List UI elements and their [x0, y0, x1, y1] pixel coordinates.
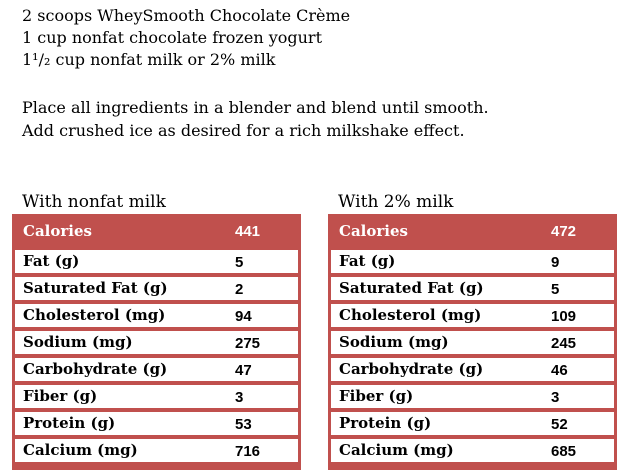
nutrient-label: Fiber (g) — [339, 387, 414, 405]
nutrient-value: 685 — [551, 443, 577, 460]
nutrient-label: Calories — [23, 222, 92, 240]
nutrient-label: Calcium (mg) — [23, 441, 138, 459]
ingredient-line: 1 cup nonfat chocolate frozen yogurt — [22, 28, 322, 47]
nutrient-label: Fiber (g) — [23, 387, 98, 405]
table-row: Calcium (mg) 685 — [331, 439, 614, 462]
nutrient-value: 109 — [551, 308, 577, 325]
nutrient-label: Protein (g) — [23, 414, 116, 432]
table-row: Saturated Fat (g) 2 — [15, 277, 298, 300]
nutrition-column-2percent: With 2% milk Calories 472 Fat (g) 9 Satu… — [328, 192, 617, 470]
table-row: Saturated Fat (g) 5 — [331, 277, 614, 300]
table-row: Cholesterol (mg) 109 — [331, 304, 614, 327]
ingredient-line: 1¹/₂ cup nonfat milk or 2% milk — [22, 50, 276, 69]
table-row: Sodium (mg) 275 — [15, 331, 298, 354]
nutrient-value: 47 — [235, 362, 252, 379]
nutrient-label: Carbohydrate (g) — [23, 360, 168, 378]
nutrient-value: 245 — [551, 335, 577, 352]
nutrient-label: Protein (g) — [339, 414, 432, 432]
nutrient-label: Saturated Fat (g) — [23, 279, 168, 297]
instruction-line: Add crushed ice as desired for a rich mi… — [22, 121, 465, 140]
nutrition-table-nonfat: Calories 441 Fat (g) 5 Saturated Fat (g)… — [12, 214, 301, 470]
table-header-row: Calories 472 — [331, 217, 614, 246]
table-row: Fat (g) 5 — [15, 250, 298, 273]
nutrient-value: 5 — [551, 281, 560, 298]
nutrient-value: 3 — [235, 389, 244, 406]
table-row: Protein (g) 53 — [15, 412, 298, 435]
table-row: Carbohydrate (g) 46 — [331, 358, 614, 381]
table-header-row: Calories 441 — [15, 217, 298, 246]
table-row: Sodium (mg) 245 — [331, 331, 614, 354]
nutrient-label: Fat (g) — [23, 252, 80, 270]
instruction-line: Place all ingredients in a blender and b… — [22, 98, 489, 117]
nutrient-value: 441 — [235, 223, 261, 240]
table-row: Protein (g) 52 — [331, 412, 614, 435]
nutrient-value: 9 — [551, 254, 560, 271]
nutrient-value: 472 — [551, 223, 577, 240]
nutrition-table-2percent: Calories 472 Fat (g) 9 Saturated Fat (g)… — [328, 214, 617, 470]
nutrient-value: 53 — [235, 416, 252, 433]
nutrient-label: Sodium (mg) — [23, 333, 133, 351]
nutrient-value: 716 — [235, 443, 261, 460]
nutrient-label: Carbohydrate (g) — [339, 360, 484, 378]
table-title-nonfat: With nonfat milk — [22, 192, 166, 212]
nutrient-value: 94 — [235, 308, 252, 325]
table-row: Cholesterol (mg) 94 — [15, 304, 298, 327]
nutrient-value: 52 — [551, 416, 568, 433]
nutrient-value: 275 — [235, 335, 261, 352]
nutrient-value: 3 — [551, 389, 560, 406]
nutrient-label: Cholesterol (mg) — [339, 306, 482, 324]
table-row: Fiber (g) 3 — [331, 385, 614, 408]
table-title-2percent: With 2% milk — [338, 192, 454, 212]
table-row: Calcium (mg) 716 — [15, 439, 298, 462]
nutrient-label: Saturated Fat (g) — [339, 279, 484, 297]
nutrient-label: Fat (g) — [339, 252, 396, 270]
nutrient-label: Sodium (mg) — [339, 333, 449, 351]
nutrient-label: Cholesterol (mg) — [23, 306, 166, 324]
nutrient-value: 46 — [551, 362, 568, 379]
nutrition-tables: With nonfat milk Calories 441 Fat (g) 5 … — [12, 192, 617, 470]
instructions: Place all ingredients in a blender and b… — [22, 96, 489, 142]
table-row: Carbohydrate (g) 47 — [15, 358, 298, 381]
nutrient-value: 5 — [235, 254, 244, 271]
ingredients-list: 2 scoops WheySmooth Chocolate Crème 1 cu… — [22, 5, 350, 71]
nutrient-label: Calories — [339, 222, 408, 240]
table-row: Fiber (g) 3 — [15, 385, 298, 408]
nutrient-label: Calcium (mg) — [339, 441, 454, 459]
nutrition-column-nonfat: With nonfat milk Calories 441 Fat (g) 5 … — [12, 192, 301, 470]
table-row: Fat (g) 9 — [331, 250, 614, 273]
ingredient-line: 2 scoops WheySmooth Chocolate Crème — [22, 6, 351, 25]
nutrient-value: 2 — [235, 281, 244, 298]
